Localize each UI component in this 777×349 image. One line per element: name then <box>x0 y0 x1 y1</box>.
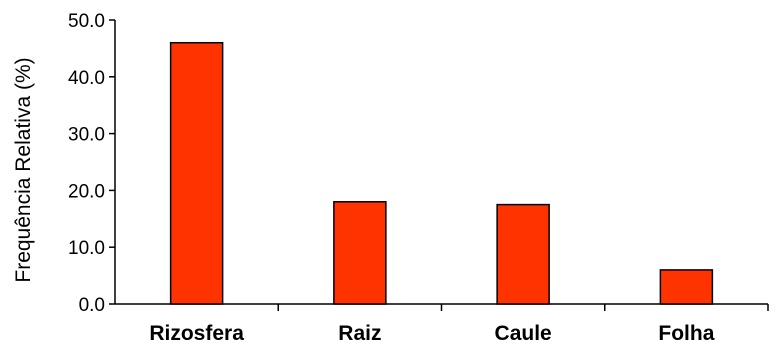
y-tick-label: 20.0 <box>68 181 105 202</box>
y-tick-label: 0.0 <box>79 295 105 316</box>
y-tick-label: 50.0 <box>68 11 105 32</box>
y-axis-title: Frequência Relativa (%) <box>12 57 35 282</box>
x-tick-label-raiz: Raiz <box>338 322 381 345</box>
bar-folha <box>659 269 714 305</box>
y-tick-label: 40.0 <box>68 68 105 89</box>
bar-rizosfera <box>169 41 224 305</box>
y-tick-label: 10.0 <box>68 238 105 259</box>
y-tick-label: 30.0 <box>68 125 105 146</box>
x-tick-label-rizosfera: Rizosfera <box>149 322 244 345</box>
x-tick-label-caule: Caule <box>495 322 552 345</box>
bar-raiz <box>333 201 387 305</box>
x-tick-label-folha: Folha <box>658 322 714 345</box>
bar-caule <box>496 203 550 305</box>
